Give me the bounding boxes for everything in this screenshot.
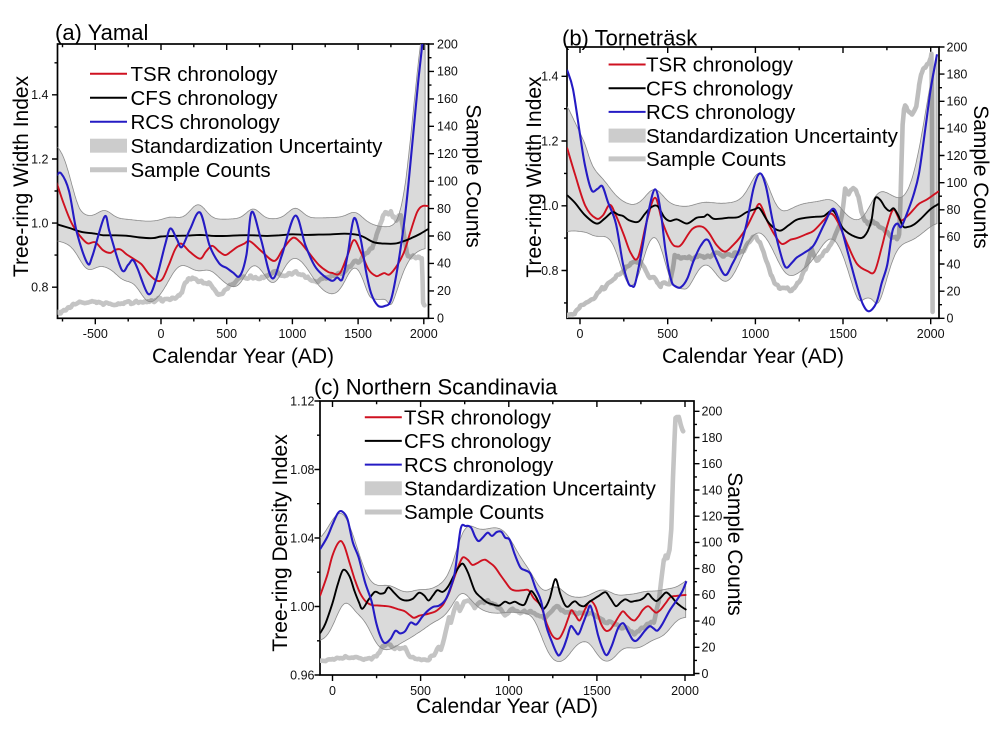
svg-text:120: 120 <box>702 510 723 524</box>
svg-text:Standardization Uncertainty: Standardization Uncertainty <box>131 135 384 158</box>
svg-text:180: 180 <box>947 67 968 81</box>
svg-text:100: 100 <box>702 536 723 550</box>
svg-text:1000: 1000 <box>741 327 769 341</box>
svg-text:RCS chronology: RCS chronology <box>404 454 554 477</box>
svg-text:(c) Northern Scandinavia: (c) Northern Scandinavia <box>314 375 558 400</box>
svg-text:0: 0 <box>437 312 444 326</box>
svg-text:100: 100 <box>947 176 968 190</box>
svg-text:80: 80 <box>947 203 961 217</box>
svg-text:1.0: 1.0 <box>541 199 558 213</box>
svg-text:0.8: 0.8 <box>31 281 48 295</box>
svg-text:40: 40 <box>437 257 451 271</box>
svg-text:0: 0 <box>702 667 709 681</box>
svg-text:180: 180 <box>437 65 458 79</box>
svg-text:RCS chronology: RCS chronology <box>646 101 796 124</box>
svg-text:TSR chronology: TSR chronology <box>131 63 279 86</box>
svg-text:60: 60 <box>437 229 451 243</box>
svg-text:Sample Counts: Sample Counts <box>646 148 786 171</box>
svg-text:1.08: 1.08 <box>290 463 314 477</box>
svg-text:-500: -500 <box>83 327 108 341</box>
svg-text:20: 20 <box>702 641 716 655</box>
svg-text:Tree-ring Width Index: Tree-ring Width Index <box>10 75 33 277</box>
svg-text:1000: 1000 <box>278 327 306 341</box>
svg-text:2000: 2000 <box>917 327 945 341</box>
svg-text:RCS chronology: RCS chronology <box>131 111 281 134</box>
svg-text:0.8: 0.8 <box>541 264 558 278</box>
svg-text:0.96: 0.96 <box>290 668 314 682</box>
svg-text:Standardization Uncertainty: Standardization Uncertainty <box>404 478 657 501</box>
svg-text:CFS chronology: CFS chronology <box>131 87 279 110</box>
svg-text:Tree-ring Density Index: Tree-ring Density Index <box>269 434 292 652</box>
svg-text:Sample Counts: Sample Counts <box>969 105 992 249</box>
svg-text:1.2: 1.2 <box>31 152 48 166</box>
svg-text:Calendar Year (AD): Calendar Year (AD) <box>152 345 334 368</box>
svg-text:Sample Counts: Sample Counts <box>404 501 544 524</box>
svg-text:0: 0 <box>947 312 954 326</box>
svg-text:140: 140 <box>702 483 723 497</box>
svg-text:200: 200 <box>702 405 723 419</box>
svg-text:CFS chronology: CFS chronology <box>404 430 552 453</box>
svg-text:Tree-ring Width Index: Tree-ring Width Index <box>523 76 546 278</box>
svg-text:1.00: 1.00 <box>290 600 314 614</box>
svg-text:1500: 1500 <box>829 327 857 341</box>
svg-text:Calendar Year (AD): Calendar Year (AD) <box>416 695 598 718</box>
svg-text:2000: 2000 <box>410 327 438 341</box>
svg-text:1.12: 1.12 <box>290 394 314 408</box>
svg-text:60: 60 <box>702 588 716 602</box>
svg-text:(b) Torneträsk: (b) Torneträsk <box>562 26 698 51</box>
svg-text:1.0: 1.0 <box>31 216 48 230</box>
svg-text:Sample Counts: Sample Counts <box>723 472 746 616</box>
svg-text:80: 80 <box>702 562 716 576</box>
svg-text:2000: 2000 <box>671 684 699 698</box>
svg-text:TSR chronology: TSR chronology <box>646 54 794 77</box>
svg-text:160: 160 <box>947 95 968 109</box>
svg-text:Sample Counts: Sample Counts <box>131 159 271 182</box>
svg-text:40: 40 <box>702 614 716 628</box>
svg-text:0: 0 <box>158 327 165 341</box>
svg-text:140: 140 <box>947 122 968 136</box>
svg-text:180: 180 <box>702 431 723 445</box>
svg-text:80: 80 <box>437 202 451 216</box>
svg-text:Sample Counts: Sample Counts <box>462 104 485 248</box>
svg-text:500: 500 <box>657 327 678 341</box>
svg-text:100: 100 <box>437 175 458 189</box>
svg-text:120: 120 <box>947 149 968 163</box>
svg-text:200: 200 <box>947 40 968 54</box>
svg-text:160: 160 <box>702 457 723 471</box>
svg-text:TSR chronology: TSR chronology <box>404 406 552 429</box>
svg-text:500: 500 <box>410 684 431 698</box>
svg-text:1000: 1000 <box>495 684 523 698</box>
svg-text:(a) Yamal: (a) Yamal <box>55 20 148 45</box>
svg-text:0: 0 <box>329 684 336 698</box>
svg-text:1.4: 1.4 <box>541 70 558 84</box>
svg-text:1.2: 1.2 <box>541 134 558 148</box>
svg-text:140: 140 <box>437 120 458 134</box>
svg-text:500: 500 <box>216 327 237 341</box>
svg-text:1500: 1500 <box>344 327 372 341</box>
svg-text:20: 20 <box>437 284 451 298</box>
svg-text:0: 0 <box>577 327 584 341</box>
svg-text:20: 20 <box>947 285 961 299</box>
svg-text:1.04: 1.04 <box>290 531 314 545</box>
svg-text:200: 200 <box>437 37 458 51</box>
svg-text:Calendar Year (AD): Calendar Year (AD) <box>662 345 844 368</box>
svg-text:40: 40 <box>947 257 961 271</box>
svg-text:1500: 1500 <box>583 684 611 698</box>
svg-text:CFS chronology: CFS chronology <box>646 78 794 101</box>
svg-text:60: 60 <box>947 230 961 244</box>
svg-text:1.4: 1.4 <box>31 88 48 102</box>
svg-text:120: 120 <box>437 147 458 161</box>
svg-text:160: 160 <box>437 92 458 106</box>
svg-text:Standardization Uncertainty: Standardization Uncertainty <box>646 125 899 148</box>
